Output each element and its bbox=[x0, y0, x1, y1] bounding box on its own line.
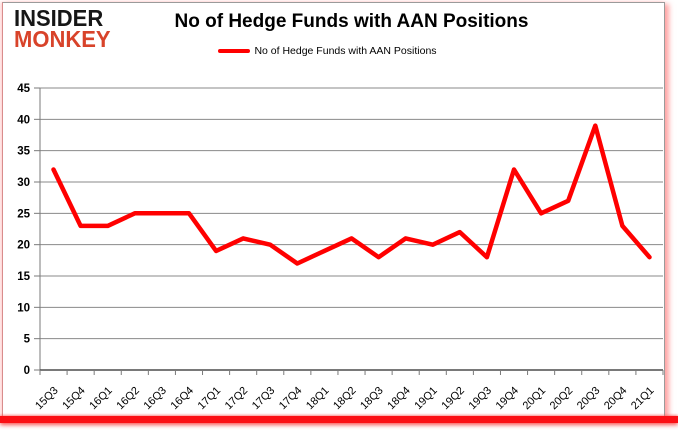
y-axis-label: 25 bbox=[17, 208, 30, 220]
legend-label: No of Hedge Funds with AAN Positions bbox=[254, 45, 437, 57]
x-axis-label: 18Q1 bbox=[304, 385, 332, 413]
y-axis-label: 5 bbox=[24, 334, 31, 346]
chart-legend: No of Hedge Funds with AAN Positions bbox=[16, 45, 639, 57]
x-axis-label: 17Q3 bbox=[250, 385, 278, 413]
chart-title: No of Hedge Funds with AAN Positions bbox=[174, 11, 529, 32]
bottom-accent-bar bbox=[0, 416, 678, 423]
y-axis-label: 30 bbox=[17, 177, 30, 189]
logo-line-monkey: MONKEY bbox=[14, 26, 111, 53]
x-axis-label: 15Q4 bbox=[60, 385, 88, 413]
x-axis-label: 20Q3 bbox=[575, 385, 603, 413]
insider-monkey-logo: INSIDER MONKEY bbox=[14, 4, 111, 53]
y-axis-label: 10 bbox=[17, 302, 30, 314]
x-axis-label: 18Q2 bbox=[331, 385, 359, 413]
x-axis-label: 19Q1 bbox=[412, 385, 440, 413]
x-axis-label: 17Q4 bbox=[277, 385, 305, 413]
x-axis-label: 20Q4 bbox=[602, 385, 630, 413]
x-axis-label: 15Q3 bbox=[33, 385, 61, 413]
x-axis-label: 16Q2 bbox=[114, 385, 142, 413]
chart-frame bbox=[2, 2, 665, 418]
x-axis-label: 16Q4 bbox=[169, 385, 197, 413]
legend-line-swatch bbox=[218, 49, 251, 53]
y-axis-label: 35 bbox=[17, 146, 30, 158]
y-axis-label: 40 bbox=[17, 114, 30, 126]
y-axis-label: 0 bbox=[24, 365, 30, 377]
x-axis-label: 19Q2 bbox=[439, 385, 467, 413]
x-axis-label: 16Q3 bbox=[141, 385, 169, 413]
series-line bbox=[51, 123, 652, 266]
x-axis-label: 19Q4 bbox=[494, 385, 522, 413]
y-axis-label: 45 bbox=[17, 83, 30, 95]
x-axis-label: 16Q1 bbox=[87, 385, 115, 413]
y-axis-label: 15 bbox=[17, 271, 30, 283]
x-axis-label: 19Q3 bbox=[467, 385, 495, 413]
x-axis-label: 17Q1 bbox=[196, 385, 224, 413]
x-axis-label: 20Q2 bbox=[548, 385, 576, 413]
y-axis-label: 20 bbox=[17, 240, 30, 252]
x-axis-label: 18Q3 bbox=[358, 385, 386, 413]
x-axis-label: 20Q1 bbox=[521, 385, 549, 413]
x-axis-label: 21Q1 bbox=[629, 385, 657, 413]
x-axis-label: 17Q2 bbox=[223, 385, 251, 413]
logo-line-insider: INSIDER bbox=[14, 4, 104, 32]
x-axis-label: 18Q4 bbox=[385, 385, 413, 413]
